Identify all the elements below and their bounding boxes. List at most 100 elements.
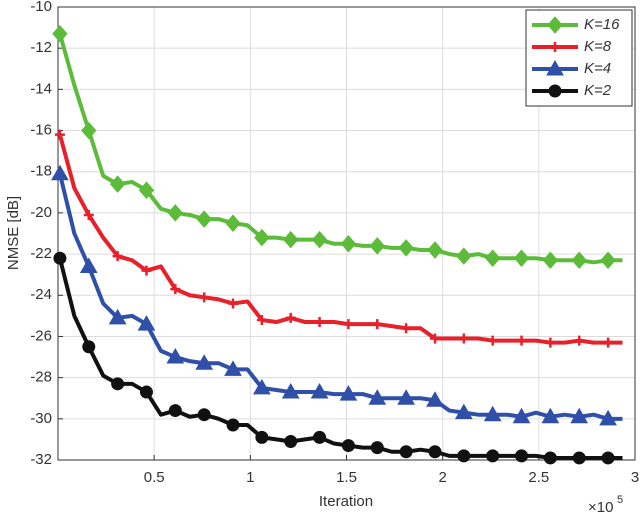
marker bbox=[166, 348, 185, 364]
legend-label: K=4 bbox=[584, 60, 611, 77]
marker bbox=[53, 251, 67, 265]
marker bbox=[546, 59, 564, 76]
x-tick-label: 2.5 bbox=[528, 469, 549, 486]
x-multiplier-exponent: 5 bbox=[617, 494, 623, 506]
legend-label: K=16 bbox=[584, 16, 620, 33]
marker bbox=[284, 434, 298, 448]
marker bbox=[369, 237, 385, 255]
x-tick-label: 3 bbox=[631, 469, 639, 486]
marker bbox=[225, 214, 241, 232]
marker bbox=[311, 230, 328, 249]
marker bbox=[427, 241, 443, 259]
marker bbox=[255, 430, 269, 444]
marker bbox=[370, 441, 384, 455]
marker bbox=[515, 449, 529, 463]
marker bbox=[224, 360, 242, 376]
marker bbox=[111, 377, 125, 391]
marker bbox=[599, 409, 617, 426]
legend-label: K=8 bbox=[584, 38, 612, 55]
y-tick-label: -24 bbox=[30, 286, 52, 303]
marker bbox=[401, 323, 412, 334]
series-line bbox=[57, 173, 623, 421]
marker bbox=[541, 407, 560, 424]
marker bbox=[313, 430, 327, 444]
marker bbox=[372, 319, 383, 330]
marker bbox=[516, 335, 527, 346]
marker bbox=[458, 333, 469, 344]
y-tick-label: -30 bbox=[30, 410, 52, 427]
marker bbox=[543, 451, 557, 465]
marker bbox=[137, 315, 156, 331]
marker bbox=[550, 42, 560, 52]
marker bbox=[572, 451, 586, 465]
series-line bbox=[57, 134, 623, 345]
y-tick-label: -10 bbox=[30, 0, 52, 15]
y-tick-label: -18 bbox=[30, 163, 52, 180]
y-tick-label: -14 bbox=[30, 80, 52, 97]
marker bbox=[483, 405, 502, 422]
marker bbox=[52, 25, 68, 43]
x-tick-label: 2 bbox=[438, 469, 446, 486]
marker bbox=[81, 121, 97, 140]
x-axis-label: Iteration bbox=[319, 493, 373, 510]
y-tick-label: -20 bbox=[30, 204, 52, 221]
y-tick-label: -16 bbox=[30, 122, 52, 139]
marker bbox=[82, 340, 96, 354]
x-tick-label: 0.5 bbox=[144, 469, 165, 486]
marker bbox=[109, 175, 126, 193]
marker bbox=[54, 129, 65, 140]
marker bbox=[398, 239, 414, 257]
series-line bbox=[57, 257, 623, 460]
marker bbox=[168, 404, 182, 418]
marker bbox=[512, 407, 531, 424]
marker bbox=[487, 335, 498, 346]
marker bbox=[513, 249, 530, 267]
marker bbox=[485, 249, 501, 267]
marker bbox=[254, 228, 270, 247]
x-tick-label: 1 bbox=[246, 469, 254, 486]
marker bbox=[547, 16, 563, 34]
marker bbox=[601, 451, 615, 465]
marker bbox=[486, 449, 500, 463]
marker bbox=[343, 319, 354, 330]
marker bbox=[199, 292, 210, 303]
marker bbox=[339, 385, 358, 401]
plot-frame bbox=[57, 6, 636, 461]
marker bbox=[253, 378, 271, 395]
marker bbox=[112, 251, 123, 262]
marker bbox=[397, 389, 415, 405]
marker bbox=[83, 209, 94, 220]
marker bbox=[399, 445, 413, 459]
y-tick-label: -26 bbox=[30, 327, 52, 344]
marker bbox=[285, 312, 296, 323]
marker bbox=[196, 210, 212, 228]
marker bbox=[108, 308, 127, 325]
marker bbox=[139, 385, 153, 399]
marker bbox=[429, 333, 440, 344]
marker bbox=[195, 354, 214, 370]
marker bbox=[341, 439, 355, 453]
marker bbox=[310, 383, 329, 399]
marker bbox=[457, 449, 471, 463]
marker bbox=[197, 408, 211, 422]
y-tick-label: -22 bbox=[30, 245, 52, 262]
legend-label: K=2 bbox=[584, 82, 612, 99]
marker bbox=[281, 383, 300, 399]
marker bbox=[600, 251, 616, 270]
marker bbox=[256, 314, 267, 325]
marker bbox=[454, 403, 473, 420]
legend: K=16 K=8 K=4 K=2 bbox=[525, 9, 633, 107]
marker bbox=[368, 389, 387, 405]
x-tick-label: 1.5 bbox=[336, 469, 357, 486]
marker bbox=[574, 335, 585, 346]
marker bbox=[141, 265, 152, 276]
marker bbox=[170, 284, 181, 295]
marker bbox=[51, 164, 69, 181]
marker bbox=[340, 235, 357, 253]
y-axis-label: NMSE [dB] bbox=[5, 196, 22, 270]
marker bbox=[545, 337, 556, 348]
x-multiplier: ×10 bbox=[588, 499, 613, 515]
y-tick-label: -28 bbox=[30, 369, 52, 386]
marker bbox=[428, 445, 442, 459]
